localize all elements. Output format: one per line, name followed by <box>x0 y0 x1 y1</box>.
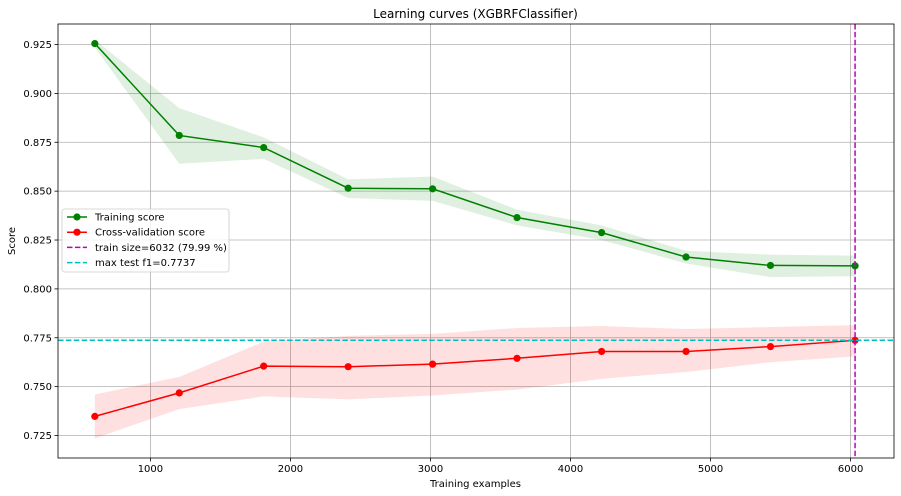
legend-label: Cross-validation score <box>95 228 205 239</box>
reference-lines <box>58 24 894 458</box>
x-tick-label: 2000 <box>278 464 303 475</box>
y-tick-label: 0.850 <box>23 187 52 198</box>
series-line <box>94 339 856 418</box>
plot-frame <box>57 23 895 459</box>
chart-title: Learning curves (XGBRFClassifier) <box>373 7 578 21</box>
confidence-band <box>94 39 856 278</box>
legend-label: train size=6032 (79.99 %) <box>95 243 227 254</box>
data-point <box>91 412 99 420</box>
data-point <box>513 213 521 222</box>
data-point <box>344 184 352 192</box>
y-tick-label: 0.775 <box>23 333 52 344</box>
x-tick-label: 1000 <box>138 464 163 475</box>
confidence-band <box>94 325 856 439</box>
series-lines <box>91 39 859 420</box>
data-point <box>260 143 268 152</box>
data-point <box>513 354 521 362</box>
y-tick-label: 0.800 <box>23 284 52 295</box>
series-line <box>94 43 856 267</box>
legend-marker <box>73 228 81 236</box>
data-point <box>428 360 437 368</box>
data-point <box>344 363 352 371</box>
data-point <box>91 39 99 48</box>
data-point <box>175 131 183 140</box>
legend-box <box>61 208 230 273</box>
x-tick-label: 4000 <box>558 464 583 475</box>
data-point <box>175 389 183 397</box>
legend: Training score Cross-validation score trai… <box>61 208 230 273</box>
y-tick-label: 0.900 <box>23 89 52 100</box>
legend-marker <box>73 213 81 221</box>
data-point <box>682 347 690 356</box>
legend-label: max test f1=0.7737 <box>95 258 196 269</box>
y-tick-label: 0.750 <box>23 382 52 393</box>
data-point <box>428 185 437 193</box>
confidence-bands <box>94 39 856 439</box>
y-axis-label: Score <box>7 227 18 255</box>
axis-ticks: 1000 2000 3000 4000 5000 6000 0.725 0.750 0.775 0… <box>23 40 863 475</box>
x-tick-label: 6000 <box>838 464 863 475</box>
x-axis-label: Training examples <box>429 479 521 490</box>
y-tick-label: 0.925 <box>23 40 52 51</box>
data-point <box>260 362 268 370</box>
data-point <box>682 253 690 261</box>
data-point <box>598 347 606 356</box>
y-tick-label: 0.875 <box>23 138 52 149</box>
y-tick-label: 0.725 <box>23 431 52 442</box>
data-point <box>766 342 775 351</box>
legend-label: Training score <box>94 213 165 224</box>
data-point <box>766 261 775 270</box>
data-point <box>598 228 606 237</box>
x-tick-label: 5000 <box>698 464 723 475</box>
y-tick-label: 0.825 <box>23 236 52 247</box>
x-tick-label: 3000 <box>418 464 443 475</box>
